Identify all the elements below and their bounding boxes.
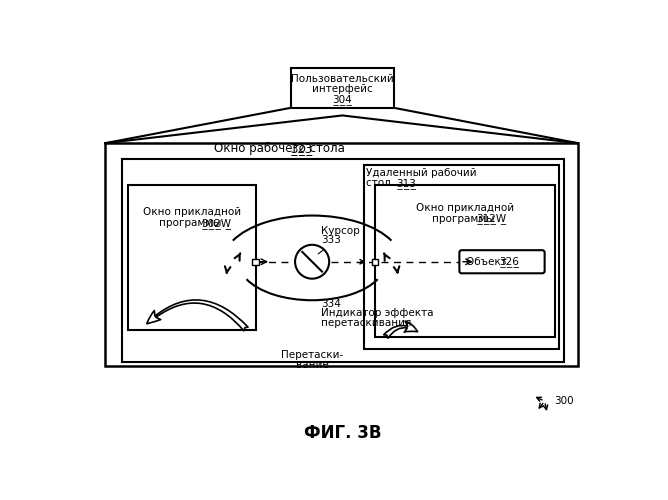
Text: программы: программы xyxy=(432,214,498,224)
Bar xyxy=(128,184,256,330)
Text: 333: 333 xyxy=(321,235,341,245)
Bar xyxy=(291,68,393,108)
Text: перетаскивания: перетаскивания xyxy=(321,318,411,328)
Bar xyxy=(372,258,378,265)
Bar xyxy=(122,158,564,362)
FancyArrowPatch shape xyxy=(383,321,418,338)
Bar xyxy=(364,166,559,349)
Text: Удаленный рабочий: Удаленный рабочий xyxy=(366,168,477,178)
Text: вание: вание xyxy=(296,360,329,370)
Bar xyxy=(375,184,554,337)
Bar xyxy=(105,143,578,366)
Text: Пользовательский: Пользовательский xyxy=(291,74,393,84)
Text: Окно рабочего стола: Окно рабочего стола xyxy=(214,142,348,156)
Text: стол: стол xyxy=(366,178,394,188)
Text: Окно прикладной: Окно прикладной xyxy=(415,203,514,213)
FancyArrowPatch shape xyxy=(147,300,248,331)
Text: Объект: Объект xyxy=(466,256,510,266)
Text: 3̲0̲4̲: 3̲0̲4̲ xyxy=(333,94,352,106)
Text: 3̲1̲2̲W̲: 3̲1̲2̲W̲ xyxy=(476,213,506,224)
Text: Окно прикладной: Окно прикладной xyxy=(142,206,240,216)
Text: 300: 300 xyxy=(554,396,574,406)
Text: 3̲0̲2̲W̲: 3̲0̲2̲W̲ xyxy=(201,218,231,228)
Circle shape xyxy=(295,245,329,278)
Text: Перетаски-: Перетаски- xyxy=(281,350,343,360)
Text: ФИГ. 3В: ФИГ. 3В xyxy=(303,424,381,442)
Text: интерфейс: интерфейс xyxy=(312,84,373,94)
FancyBboxPatch shape xyxy=(460,250,544,274)
Text: Индикатор эффекта: Индикатор эффекта xyxy=(321,308,434,318)
Text: Курсор: Курсор xyxy=(321,226,360,235)
Text: 334: 334 xyxy=(321,298,341,308)
Text: 3̲2̲6̲: 3̲2̲6̲ xyxy=(499,256,519,267)
Bar xyxy=(253,258,259,265)
Text: 3̲2̲3̲: 3̲2̲3̲ xyxy=(291,142,313,156)
Text: 3̲1̲3̲: 3̲1̲3̲ xyxy=(396,178,415,188)
Text: программы: программы xyxy=(159,218,224,228)
